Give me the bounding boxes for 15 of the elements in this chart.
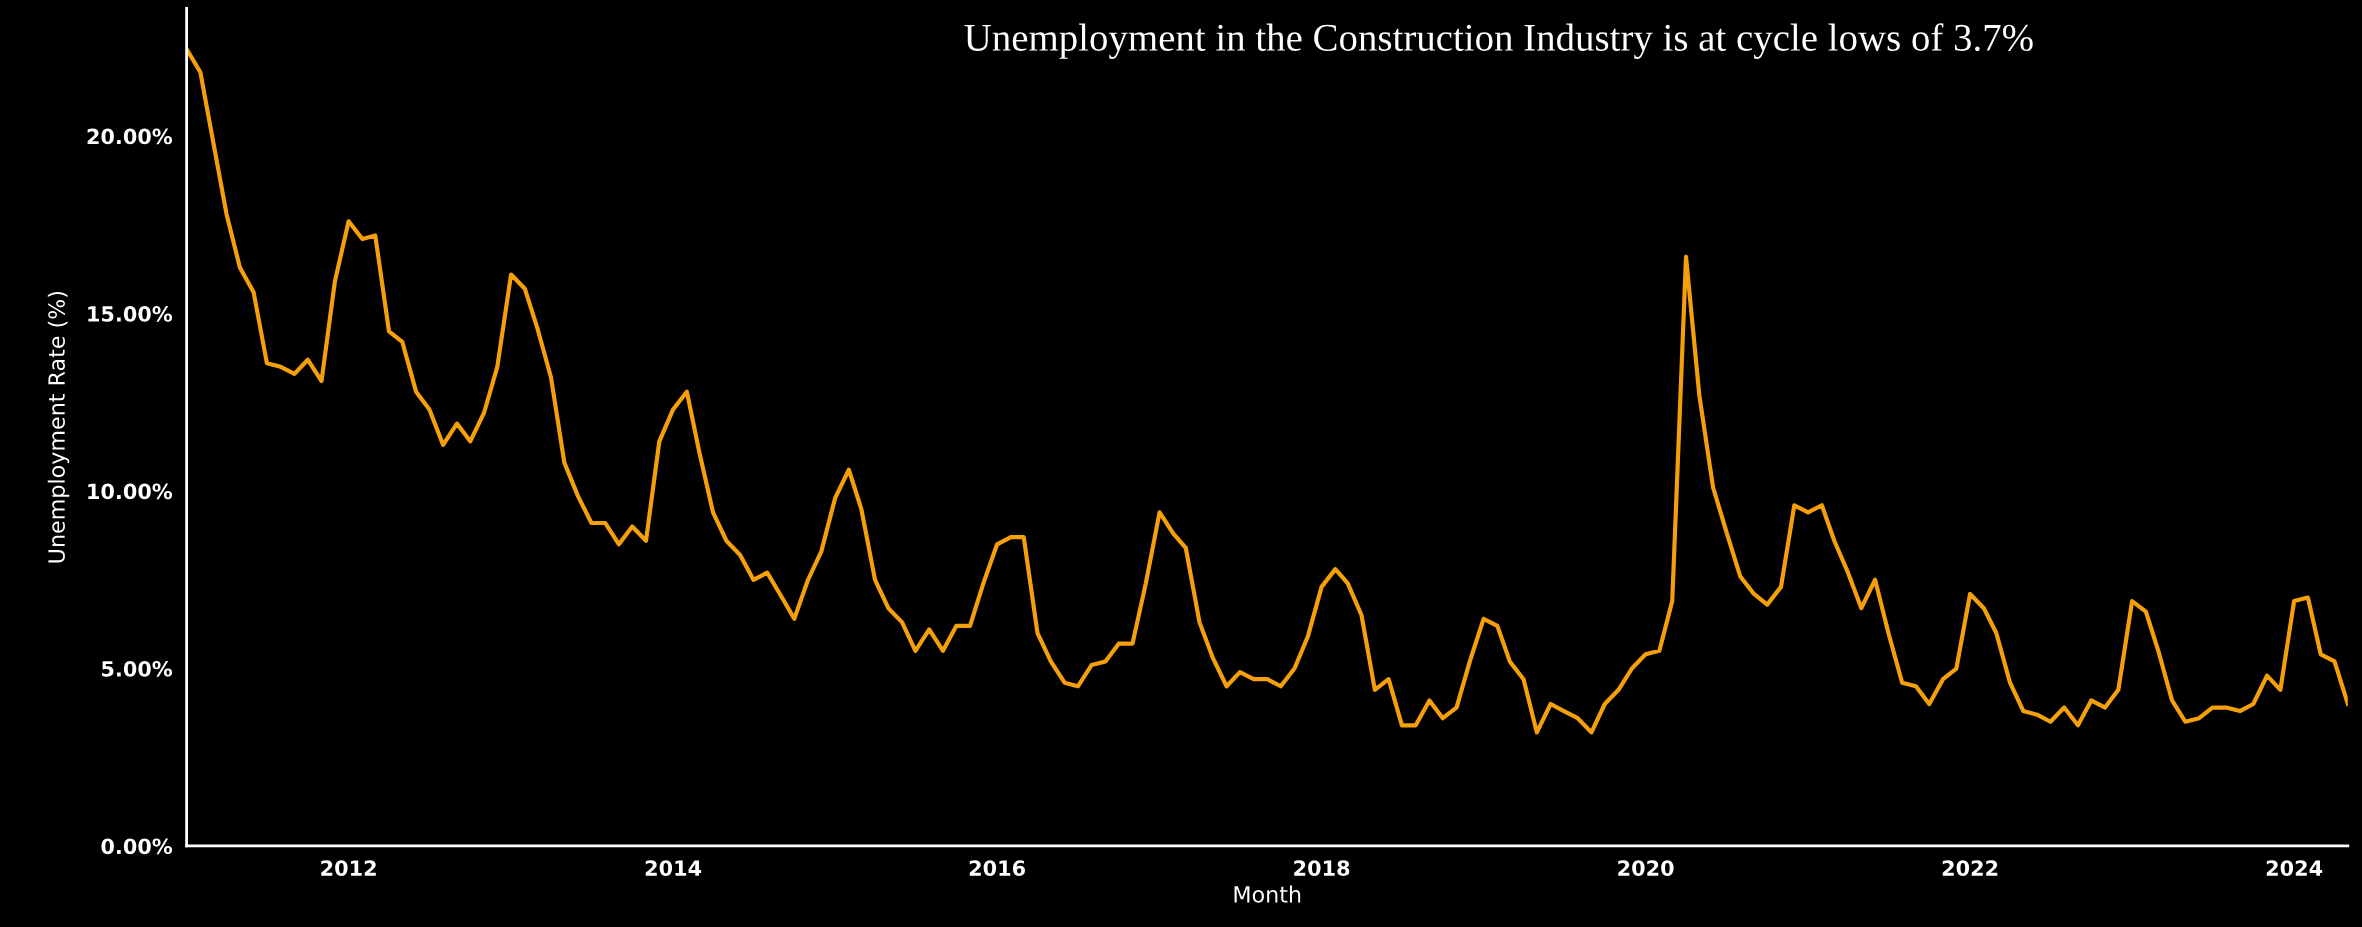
chart-title: Unemployment in the Construction Industry is at cycle lows of 3.7% <box>964 23 2033 59</box>
y-tick-label: 0.00% <box>101 838 173 855</box>
y-tick-label: 10.00% <box>88 483 173 500</box>
x-tick-label: 2018 <box>1294 860 1350 876</box>
y-tick-label: 20.00% <box>87 128 173 145</box>
y-tick-label: 5.00% <box>102 660 173 677</box>
x-axis-title: Month <box>1234 885 1301 903</box>
x-tick-label: 2016 <box>969 860 1025 876</box>
x-tick-label: 2024 <box>2266 860 2323 876</box>
x-tick-label: 2020 <box>1618 860 1674 876</box>
x-tick-label: 2012 <box>321 860 376 876</box>
y-tick-label: 15.00% <box>88 306 173 322</box>
x-tick-label: 2022 <box>1942 860 1998 876</box>
y-axis-title: Unemployment Rate (%) <box>47 291 70 563</box>
x-tick-label: 2014 <box>645 860 702 876</box>
